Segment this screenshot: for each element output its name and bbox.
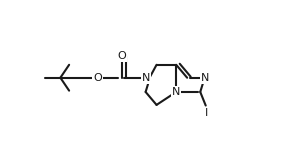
Text: I: I (205, 108, 208, 118)
Text: N: N (201, 73, 209, 83)
Text: O: O (93, 73, 102, 83)
Text: N: N (172, 87, 180, 97)
Text: O: O (117, 51, 126, 61)
Text: N: N (142, 73, 150, 83)
